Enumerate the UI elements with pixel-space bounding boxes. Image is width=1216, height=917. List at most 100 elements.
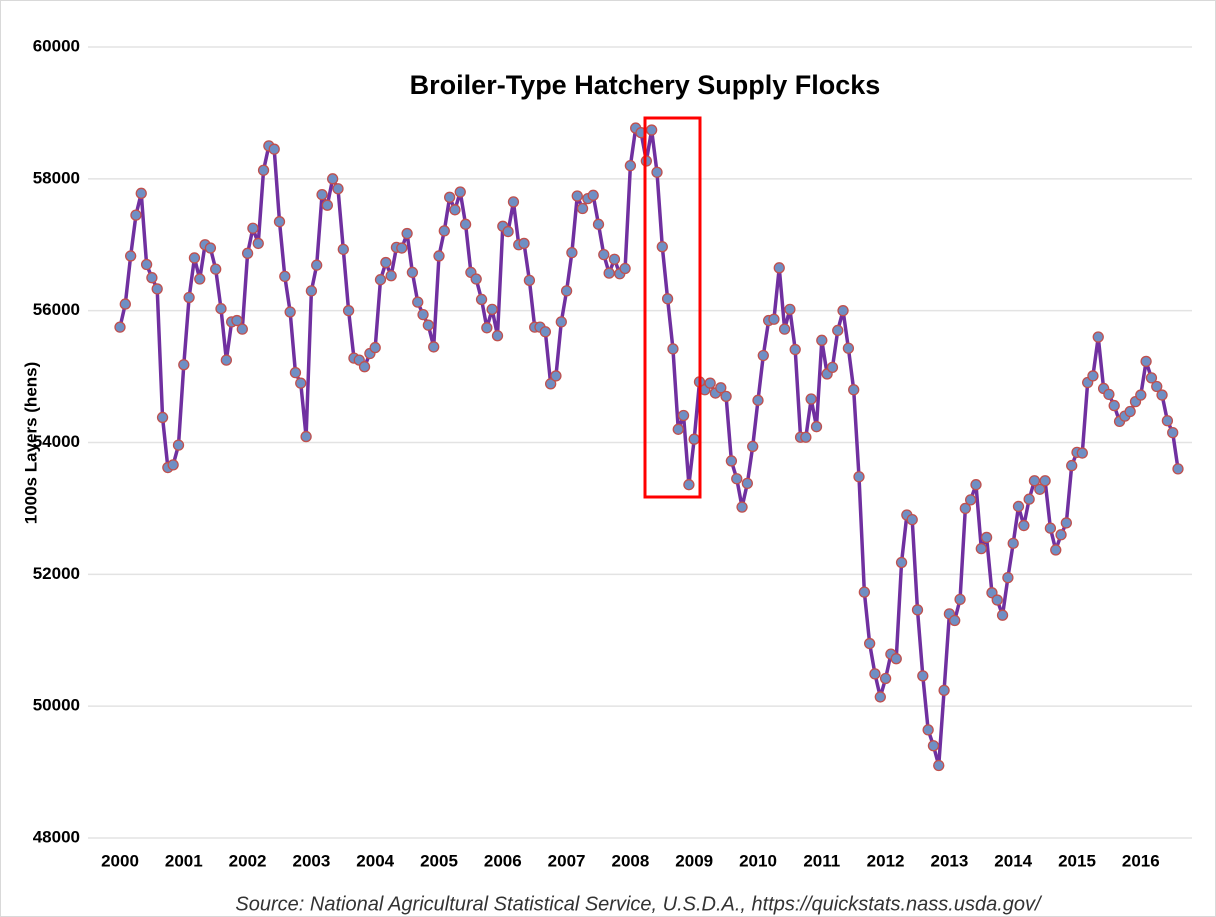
data-point <box>954 593 966 606</box>
data-point <box>380 256 392 269</box>
data-point <box>1002 571 1014 584</box>
data-point <box>560 285 573 297</box>
data-point <box>1124 405 1136 418</box>
x-tick-label: 2014 <box>994 851 1032 870</box>
data-point <box>252 237 264 250</box>
data-point <box>864 637 876 650</box>
y-tick-label: 60000 <box>33 36 80 55</box>
data-point <box>656 241 668 253</box>
data-point <box>587 189 599 201</box>
data-point <box>140 258 153 271</box>
data-point <box>959 502 971 515</box>
data-point <box>1103 388 1115 401</box>
y-tick-label: 56000 <box>33 300 80 319</box>
data-point <box>295 377 307 389</box>
data-point <box>980 531 993 544</box>
data-point <box>1167 426 1179 439</box>
plot <box>114 122 1184 772</box>
data-point <box>539 326 552 338</box>
data-point <box>369 341 381 354</box>
data-point <box>598 248 610 261</box>
x-tick-label: 2001 <box>165 851 203 870</box>
data-point <box>895 556 908 569</box>
data-point <box>768 313 780 325</box>
data-point <box>486 303 498 315</box>
data-point <box>645 124 658 136</box>
y-tick-label: 52000 <box>33 564 80 583</box>
data-point <box>608 253 621 265</box>
data-point <box>470 273 482 285</box>
data-point <box>619 262 631 275</box>
y-tick-label: 54000 <box>33 432 80 451</box>
data-point <box>1055 529 1067 541</box>
data-point <box>672 423 684 435</box>
data-point <box>975 542 987 555</box>
data-point <box>778 323 791 335</box>
data-point <box>183 291 195 304</box>
data-point <box>1108 399 1120 412</box>
data-point <box>172 439 185 451</box>
data-point <box>1140 355 1152 368</box>
data-point <box>736 501 748 513</box>
data-point <box>311 259 323 271</box>
data-point <box>826 361 839 374</box>
data-point <box>1028 475 1041 487</box>
data-point <box>300 430 312 443</box>
data-point <box>890 653 902 665</box>
data-point <box>241 247 254 259</box>
x-tick-label: 2005 <box>420 851 458 870</box>
data-point <box>385 270 397 282</box>
data-point <box>810 421 823 433</box>
data-point <box>1012 500 1025 513</box>
data-point <box>800 431 812 443</box>
x-tick-label: 2013 <box>930 851 968 870</box>
data-point <box>651 166 663 178</box>
data-point <box>454 186 466 198</box>
data-point <box>949 614 961 627</box>
x-tick-label: 2002 <box>229 851 267 870</box>
data-point <box>236 323 248 335</box>
data-point <box>428 341 440 353</box>
data-point <box>491 330 504 342</box>
data-point <box>858 586 871 598</box>
data-point <box>125 250 137 262</box>
data-point <box>194 273 206 285</box>
data-point <box>273 216 286 228</box>
data-point <box>167 459 179 471</box>
y-tick-label: 58000 <box>33 168 80 187</box>
data-point <box>449 204 461 216</box>
data-point <box>444 191 456 203</box>
data-point <box>1018 519 1030 532</box>
data-point <box>784 303 796 315</box>
data-point <box>842 342 855 354</box>
data-point <box>247 222 259 234</box>
data-point <box>683 479 695 491</box>
data-point <box>938 684 950 696</box>
data-point <box>337 243 349 256</box>
data-point <box>119 298 131 310</box>
x-tick-label: 2000 <box>101 851 139 870</box>
data-point <box>433 250 445 262</box>
data-point <box>1007 537 1019 550</box>
data-point <box>688 433 700 445</box>
data-point <box>188 252 201 264</box>
data-point <box>555 316 567 328</box>
data-point <box>1145 372 1158 384</box>
data-point <box>964 494 977 506</box>
data-point <box>624 159 637 172</box>
data-point <box>911 604 924 616</box>
data-point <box>996 609 1009 621</box>
data-point <box>284 306 296 318</box>
x-tick-label: 2015 <box>1058 851 1096 870</box>
data-point <box>130 209 142 221</box>
data-point <box>146 272 158 284</box>
data-point <box>518 237 530 250</box>
data-point <box>204 242 217 254</box>
data-point <box>667 343 679 355</box>
data-point <box>1161 415 1174 427</box>
data-point <box>874 691 886 703</box>
data-point <box>417 308 429 321</box>
data-point <box>481 322 493 334</box>
data-point <box>156 411 169 424</box>
